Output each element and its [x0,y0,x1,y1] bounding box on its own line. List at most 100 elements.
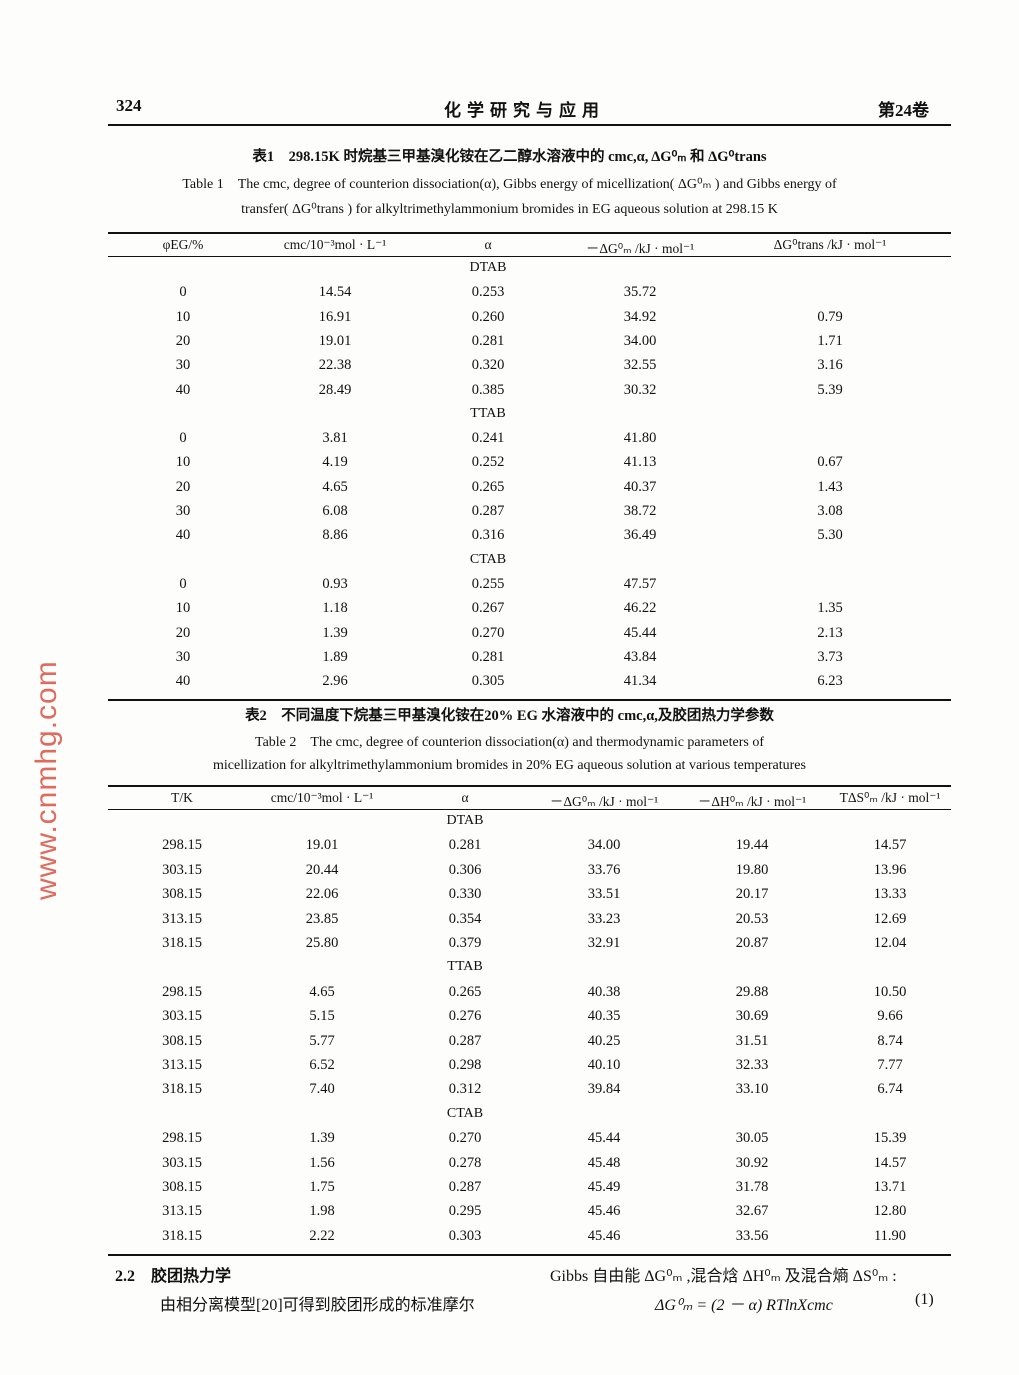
table-cell: 0.316 [471,527,505,544]
table-cell: 3.81 [322,430,348,447]
table-cell: 12.80 [873,1203,907,1220]
group-label: DTAB [469,260,507,275]
table-cell: 0.303 [448,1227,482,1244]
table-cell: 313.15 [162,1203,202,1220]
group-label: TTAB [470,405,506,421]
table-cell: 31.51 [735,1032,769,1049]
table1-caption-en-2: transfer( ΔG⁰trans ) for alkyltrimethyla… [241,202,778,217]
table-cell: 41.80 [623,430,657,447]
table-cell: 20.87 [735,935,769,951]
table-cell: 0.270 [448,1130,482,1147]
table-cell: 43.84 [623,648,657,665]
journal-title: 化学研究与应用 [444,101,605,120]
table-cell: 20.17 [735,886,769,903]
table2-caption-cn: 表2 不同温度下烷基三甲基溴化铵在20% EG 水溶液中的 cmc,α,及胶团热… [245,708,774,724]
volume-label: 第24卷 [878,101,929,120]
table-cell: 32.67 [735,1203,769,1220]
table-cell: 33.23 [587,910,621,927]
table-cell: 6.74 [877,1081,903,1098]
table-cell: 30.32 [623,381,657,398]
table-cell: 13.96 [873,861,907,878]
table-header-rule [108,256,951,257]
table-cell: 1.35 [817,600,843,617]
table-cell: 303.15 [162,1154,202,1171]
table-cell: 19.80 [735,861,769,878]
column-header: －ΔG⁰ₘ /kJ · mol⁻¹ [585,241,695,256]
table-cell: 10 [175,308,191,325]
table-cell: 0.265 [448,983,482,1000]
table-cell: 0.252 [471,454,505,471]
table-cell: 7.77 [877,1057,903,1073]
table-top-rule [108,785,951,787]
table-cell: 45.46 [587,1227,621,1244]
table-cell: 0.260 [471,308,505,325]
table-cell: 13.71 [873,1179,907,1195]
table-cell: 6.52 [309,1057,335,1073]
table-cell: 41.34 [623,673,657,690]
table-cell: 38.72 [623,503,657,519]
table-cell: 36.49 [623,527,657,544]
table-cell: 303.15 [162,1008,202,1025]
table-cell: 2.22 [309,1227,335,1244]
table-cell: 33.10 [735,1081,769,1098]
table-cell: 40.25 [587,1032,621,1049]
table-cell: 0.79 [817,308,843,325]
table-cell: 318.15 [162,935,202,951]
table-top-rule [108,232,951,234]
table-cell: 13.33 [873,886,907,903]
section-heading: 2.2 胶团热力学 [115,1268,232,1285]
table-cell: 11.90 [873,1227,907,1244]
table-cell: 0.330 [448,886,482,903]
table-cell: 1.18 [322,600,348,617]
table-cell: 15.39 [873,1130,907,1147]
table-cell: 46.22 [623,600,657,617]
table-cell: 8.86 [322,527,348,544]
table-cell: 1.39 [322,624,348,641]
table-cell: 0.306 [448,861,482,878]
table1-caption-cn: 表1 298.15K 时烷基三甲基溴化铵在乙二醇水溶液中的 cmc,α, ΔG⁰… [252,149,767,165]
table-cell: 16.91 [318,308,352,325]
table-cell: 0.270 [471,624,505,641]
table-cell: 7.40 [309,1081,335,1098]
table-cell: 40.37 [623,478,657,495]
table-cell: 1.75 [309,1179,335,1195]
table-cell: 6.08 [322,503,348,519]
table-cell: 4.65 [309,983,335,1000]
table-cell: 318.15 [162,1081,202,1098]
table-cell: 0.276 [448,1008,482,1025]
table-cell: 308.15 [162,1032,202,1049]
table-cell: 2.13 [817,624,843,641]
table-cell: 298.15 [162,983,202,1000]
table-cell: 0.281 [471,648,505,665]
table-cell: 32.91 [587,935,621,951]
table-cell: 0.67 [817,454,843,471]
table-cell: 12.04 [873,935,907,951]
column-header: －ΔG⁰ₘ /kJ · mol⁻¹ [549,794,659,809]
table-cell: 28.49 [318,381,352,398]
table-cell: 0 [179,575,187,592]
table-cell: 5.15 [309,1008,335,1025]
table-cell: 303.15 [162,861,202,878]
table-cell: 0.385 [471,381,505,398]
table-cell: 40 [175,527,191,544]
table-cell: 0.255 [471,575,505,592]
table-cell: 0.253 [471,284,505,301]
table-cell: 10 [175,454,191,471]
table-cell: 19.01 [305,837,339,854]
table-cell: 20.44 [305,861,339,878]
table-cell: 41.13 [623,454,657,471]
table-cell: 0.298 [448,1057,482,1073]
table-cell: 14.54 [318,284,352,301]
table-cell: 34.00 [623,332,657,349]
table-cell: 45.46 [587,1203,621,1220]
table-bottom-rule [108,1254,951,1257]
table-cell: 19.01 [318,332,352,349]
table-cell: 3.73 [817,648,843,665]
table-cell: 22.38 [318,357,352,374]
table-cell: 34.00 [587,837,621,854]
table-cell: 40.35 [587,1008,621,1025]
table-cell: 6.23 [817,673,843,690]
table1-caption-en-1: Table 1 The cmc, degree of counterion di… [182,177,837,192]
header-rule [108,124,951,126]
table-cell: 33.51 [587,886,621,903]
